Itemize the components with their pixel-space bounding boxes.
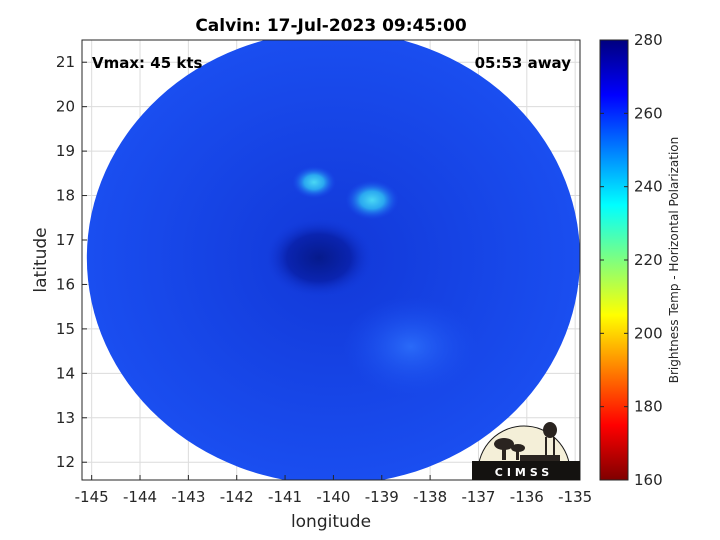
y-tick-label: 20 [56, 98, 75, 116]
swath-feature [343, 296, 479, 397]
swath-feature [345, 180, 399, 220]
logo-text: CIMSS [495, 466, 553, 479]
x-tick-label: -141 [268, 488, 302, 506]
colorbar-tick-label: 220 [634, 251, 663, 269]
colorbar-tick-label: 260 [634, 104, 663, 122]
swath-feature [292, 166, 336, 199]
colorbar-tick-label: 200 [634, 324, 663, 342]
y-tick-label: 16 [56, 275, 75, 293]
vmax-annotation: Vmax: 45 kts [92, 54, 202, 72]
x-tick-label: -144 [123, 488, 157, 506]
x-tick-label: -135 [558, 488, 592, 506]
time-away-annotation: 05:53 away [475, 54, 572, 72]
x-axis-ticks: -145 -144 -143 -142 -141 -140 -139 -138 -137 -136… [75, 475, 592, 506]
y-tick-label: 21 [56, 53, 75, 71]
brightness-temp-swath [86, 40, 580, 480]
y-tick-label: 17 [56, 231, 75, 249]
x-tick-label: -137 [461, 488, 495, 506]
y-tick-label: 15 [56, 320, 75, 338]
x-axis-label: longitude [291, 512, 371, 532]
y-axis-ticks: 12 13 14 15 16 17 18 19 20 21 [56, 53, 87, 471]
colorbar-gradient [599, 39, 629, 481]
y-tick-label: 14 [56, 364, 75, 382]
colorbar-ticks: 160 180 200 220 240 260 280 [600, 31, 663, 489]
x-tick-label: -140 [316, 488, 350, 506]
colorbar-tick-label: 180 [634, 398, 663, 416]
x-tick-label: -136 [510, 488, 544, 506]
swath-feature [265, 218, 373, 297]
plot-frame [81, 39, 581, 481]
x-tick-label: -142 [220, 488, 254, 506]
colorbar: 160 180 200 220 240 260 280 Brightness Temp - … [599, 31, 681, 489]
y-tick-label: 13 [56, 409, 75, 427]
x-tick-label: -143 [171, 488, 205, 506]
x-tick-label: -145 [75, 488, 109, 506]
chart-title: Calvin: 17-Jul-2023 09:45:00 [195, 16, 466, 36]
y-tick-label: 19 [56, 142, 75, 160]
colorbar-tick-label: 240 [634, 178, 663, 196]
x-tick-label: -138 [413, 488, 447, 506]
y-tick-label: 12 [56, 453, 75, 471]
y-axis-label: latitude [31, 227, 51, 292]
colorbar-tick-label: 280 [634, 31, 663, 49]
colorbar-label: Brightness Temp - Horizontal Polarizatio… [667, 137, 681, 384]
colorbar-tick-label: 160 [634, 471, 663, 489]
x-tick-label: -139 [365, 488, 399, 506]
cimss-logo: CIMSS [472, 422, 580, 480]
y-tick-label: 18 [56, 187, 75, 205]
